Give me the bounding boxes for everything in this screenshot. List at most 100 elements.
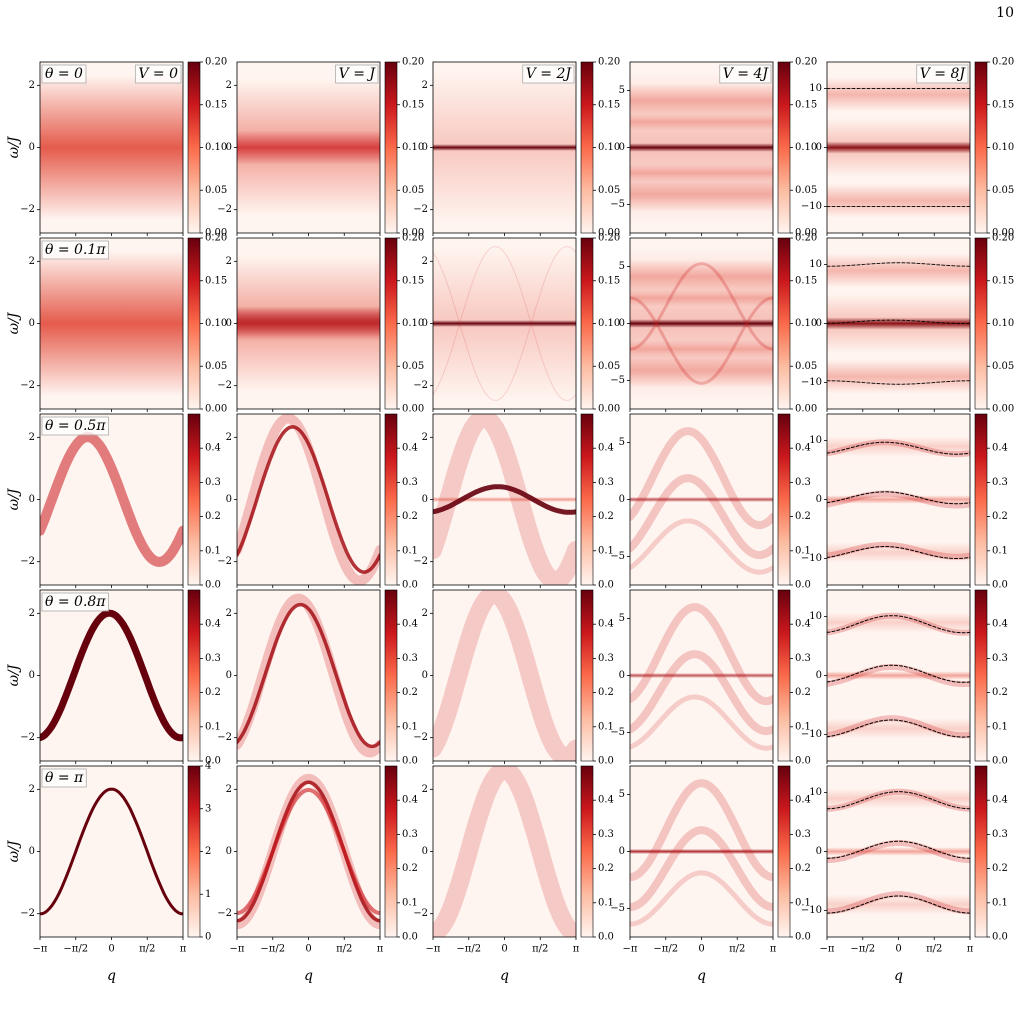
colorbar-tick-label: 0.0 xyxy=(992,580,1008,591)
colorbar-tick-label: 0.00 xyxy=(205,228,227,239)
intensity-band xyxy=(827,612,970,633)
colorbar-tick-label: 0.05 xyxy=(795,361,817,372)
colorbar-tick-label: 0.4 xyxy=(795,443,811,454)
y-axis-label: ω/J xyxy=(6,839,22,862)
x-tick-label: 0 xyxy=(501,944,507,955)
colorbar-tick-label: 0.20 xyxy=(598,233,620,244)
colorbar xyxy=(974,765,988,938)
heatmap xyxy=(40,62,183,233)
y-tick-label: 0 xyxy=(619,318,625,329)
colorbar-tick-label: 0.10 xyxy=(205,318,227,329)
heatmap-background xyxy=(40,414,183,585)
y-tick-label: −2 xyxy=(217,908,232,919)
heatmap xyxy=(237,766,380,937)
colorbar-tick-label: 0.1 xyxy=(205,545,221,556)
heatmap xyxy=(827,238,970,409)
colorbar-tick-label: 0.2 xyxy=(205,687,221,698)
heatmap xyxy=(40,414,183,585)
y-tick-label: 2 xyxy=(29,432,35,443)
colorbar-tick-label: 0.0 xyxy=(795,932,811,943)
colorbar-tick-label: 0.2 xyxy=(402,863,418,874)
colorbar xyxy=(384,413,398,586)
x-axis-label: q xyxy=(894,968,903,984)
colorbar-tick-label: 0.2 xyxy=(402,687,418,698)
colorbar-tick-label: 0.4 xyxy=(795,619,811,630)
intensity-curve xyxy=(433,590,576,761)
y-tick-label: −10 xyxy=(801,729,822,740)
x-tick-label: 0 xyxy=(698,944,704,955)
y-tick-label: 0 xyxy=(816,670,822,681)
colorbar-tick-label: 0.20 xyxy=(205,233,227,244)
heatmap-background xyxy=(40,590,183,761)
y-tick-label: −5 xyxy=(610,551,625,562)
heatmap xyxy=(827,62,970,233)
intensity-band xyxy=(433,144,576,151)
intensity-band xyxy=(827,183,970,218)
colorbar-tick-label: 0.15 xyxy=(598,275,620,286)
colorbar-tick-label: 0.4 xyxy=(598,795,614,806)
page-number: 10 xyxy=(996,5,1014,21)
row-label-box xyxy=(41,64,87,84)
x-tick-label: π xyxy=(377,944,384,955)
intensity-curve xyxy=(630,518,773,575)
y-tick-label: 0 xyxy=(422,318,428,329)
y-tick-label: −10 xyxy=(801,553,822,564)
intensity-band xyxy=(827,253,970,288)
colorbar-tick-label: 0.20 xyxy=(795,233,817,244)
heatmap xyxy=(827,766,970,937)
heatmap xyxy=(433,766,576,937)
colorbar-tick-label: 0.1 xyxy=(795,545,811,556)
x-tick-label: −π/2 xyxy=(456,944,481,955)
intensity-band xyxy=(630,353,773,388)
colorbar-tick-label: 0.05 xyxy=(992,185,1014,196)
y-tick-label: 0 xyxy=(619,670,625,681)
y-tick-label: 2 xyxy=(226,80,232,91)
heatmap xyxy=(433,414,576,585)
colorbar-tick-label: 0.05 xyxy=(402,361,424,372)
colorbar-tick-label: 0.20 xyxy=(598,57,620,68)
colorbar-tick-label: 0.2 xyxy=(402,511,418,522)
colorbar-tick-label: 2 xyxy=(205,846,211,857)
colorbar-tick-label: 0.15 xyxy=(402,99,424,110)
y-tick-label: 0 xyxy=(422,670,428,681)
colorbar xyxy=(384,237,398,410)
colorbar-tick-label: 0.1 xyxy=(598,721,614,732)
intensity-band xyxy=(237,130,380,165)
y-tick-label: 2 xyxy=(422,256,428,267)
intensity-curve xyxy=(40,787,183,916)
colorbar-tick-label: 0.10 xyxy=(795,142,817,153)
colorbar-tick-label: 0.2 xyxy=(598,511,614,522)
colorbar-tick-label: 0.1 xyxy=(205,721,221,732)
y-tick-label: 0 xyxy=(422,494,428,505)
y-tick-label: −2 xyxy=(20,204,35,215)
intensity-curve xyxy=(630,826,773,912)
colorbar-tick-label: 0.05 xyxy=(795,185,817,196)
x-tick-label: π/2 xyxy=(139,944,155,955)
guide-curve xyxy=(827,615,970,634)
y-tick-label: 5 xyxy=(619,85,625,96)
colorbar-tick-label: 0.2 xyxy=(598,687,614,698)
colorbar-tick-label: 0.10 xyxy=(795,318,817,329)
guide-curve xyxy=(827,546,970,559)
y-tick-label: −10 xyxy=(801,377,822,388)
x-tick-label: −π xyxy=(33,944,48,955)
colorbar-tick-label: 0.00 xyxy=(795,228,817,239)
colorbar-tick-label: 0.05 xyxy=(205,185,227,196)
colorbar-tick-label: 0.1 xyxy=(992,897,1008,908)
colorbar-tick-label: 0.15 xyxy=(402,275,424,286)
colorbar-tick-label: 0.0 xyxy=(402,756,418,767)
x-tick-label: 0 xyxy=(305,944,311,955)
y-tick-label: 5 xyxy=(619,613,625,624)
colorbar-tick-label: 0.05 xyxy=(992,361,1014,372)
x-axis-label: q xyxy=(107,968,116,984)
colorbar-tick-label: 0.1 xyxy=(402,897,418,908)
x-tick-label: −π/2 xyxy=(63,944,88,955)
x-tick-label: π/2 xyxy=(729,944,745,955)
column-label: V = 0 xyxy=(138,66,178,82)
colorbar-tick-label: 0.05 xyxy=(598,361,620,372)
intensity-curve xyxy=(630,694,773,751)
colorbar-tick-label: 0.3 xyxy=(402,477,418,488)
y-tick-label: −2 xyxy=(413,204,428,215)
colorbar-tick-label: 0.2 xyxy=(992,863,1008,874)
intensity-band xyxy=(630,496,773,503)
